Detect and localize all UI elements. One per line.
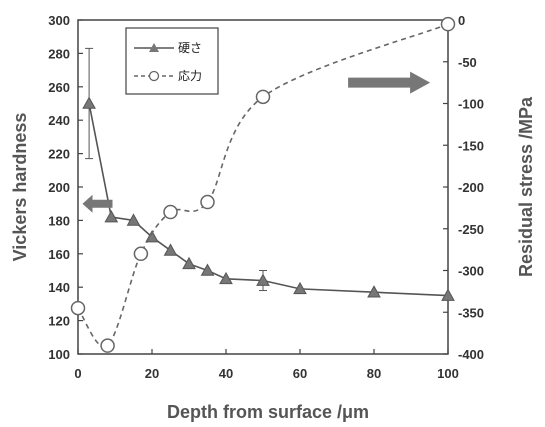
legend-item: 硬さ bbox=[134, 41, 202, 55]
data-point-circle bbox=[440, 16, 456, 32]
y-right-tick-label: 0 bbox=[458, 13, 465, 28]
data-point-circle bbox=[70, 300, 86, 316]
y-right-tick-label: -50 bbox=[458, 55, 477, 70]
y-left-tick-label: 180 bbox=[48, 213, 70, 228]
y-left-tick-label: 160 bbox=[48, 247, 70, 262]
data-point-triangle bbox=[441, 288, 455, 301]
y-right-tick-label: -100 bbox=[458, 97, 484, 112]
legend-label: 応力 bbox=[178, 69, 202, 83]
y-axis-left-label: Vickers hardness bbox=[10, 113, 30, 262]
x-tick-label: 80 bbox=[367, 366, 381, 381]
data-point-triangle bbox=[219, 271, 233, 285]
x-tick-label: 20 bbox=[145, 366, 159, 381]
y-right-tick-label: -200 bbox=[458, 180, 484, 195]
y-left-tick-label: 240 bbox=[48, 113, 70, 128]
data-point-circle bbox=[255, 89, 271, 105]
data-point-triangle bbox=[367, 285, 381, 298]
data-point-circle bbox=[100, 338, 115, 353]
y-left-tick-label: 280 bbox=[48, 46, 70, 61]
data-point-triangle bbox=[104, 210, 119, 223]
axes: 0 20 40 60 80 100 100 120 140 160 180 200 220 240 260 2… bbox=[48, 13, 484, 381]
data-point-circle bbox=[133, 246, 149, 262]
legend-label: 硬さ bbox=[178, 41, 202, 55]
y-right-tick-label: -350 bbox=[458, 305, 484, 320]
data-point-circle bbox=[200, 194, 215, 210]
series-line bbox=[88, 103, 449, 297]
y-left-tick-label: 140 bbox=[48, 280, 70, 295]
y-left-tick-label: 200 bbox=[48, 180, 70, 195]
y-right-tick-label: -400 bbox=[458, 347, 484, 362]
legend-box bbox=[125, 27, 219, 95]
y-left-tick-label: 300 bbox=[48, 13, 70, 28]
y-axis-right-label: Residual stress /MPa bbox=[516, 96, 536, 277]
data-point-triangle bbox=[126, 213, 141, 226]
legend-marker bbox=[148, 70, 160, 82]
x-axis-label: Depth from surface /μm bbox=[167, 402, 369, 422]
y-left-tick-label: 120 bbox=[48, 314, 70, 329]
annotations bbox=[82, 71, 431, 213]
data-point-circle bbox=[163, 204, 178, 220]
data-point-triangle bbox=[82, 96, 96, 109]
y-right-tick-label: -150 bbox=[458, 138, 484, 153]
data-point-triangle bbox=[293, 281, 307, 295]
data-point-triangle bbox=[256, 273, 270, 286]
x-tick-label: 0 bbox=[74, 366, 81, 381]
arrow-right bbox=[348, 71, 431, 94]
x-tick-label: 40 bbox=[219, 366, 233, 381]
y-right-tick-label: -250 bbox=[458, 222, 484, 237]
legend-marker bbox=[149, 43, 159, 52]
x-tick-label: 60 bbox=[293, 366, 307, 381]
data-point-triangle bbox=[182, 256, 196, 270]
arrow-left bbox=[82, 194, 113, 213]
y-left-tick-label: 260 bbox=[48, 80, 70, 95]
y-left-tick-label: 220 bbox=[48, 147, 70, 162]
legend-item: 応力 bbox=[134, 69, 202, 83]
data-point-triangle bbox=[200, 263, 215, 276]
data-point-triangle bbox=[163, 243, 178, 256]
series-2 bbox=[70, 16, 456, 353]
series-layer bbox=[70, 16, 456, 353]
x-tick-label: 100 bbox=[437, 366, 459, 381]
y-right-tick-label: -300 bbox=[458, 264, 484, 279]
y-left-tick-label: 100 bbox=[48, 347, 70, 362]
